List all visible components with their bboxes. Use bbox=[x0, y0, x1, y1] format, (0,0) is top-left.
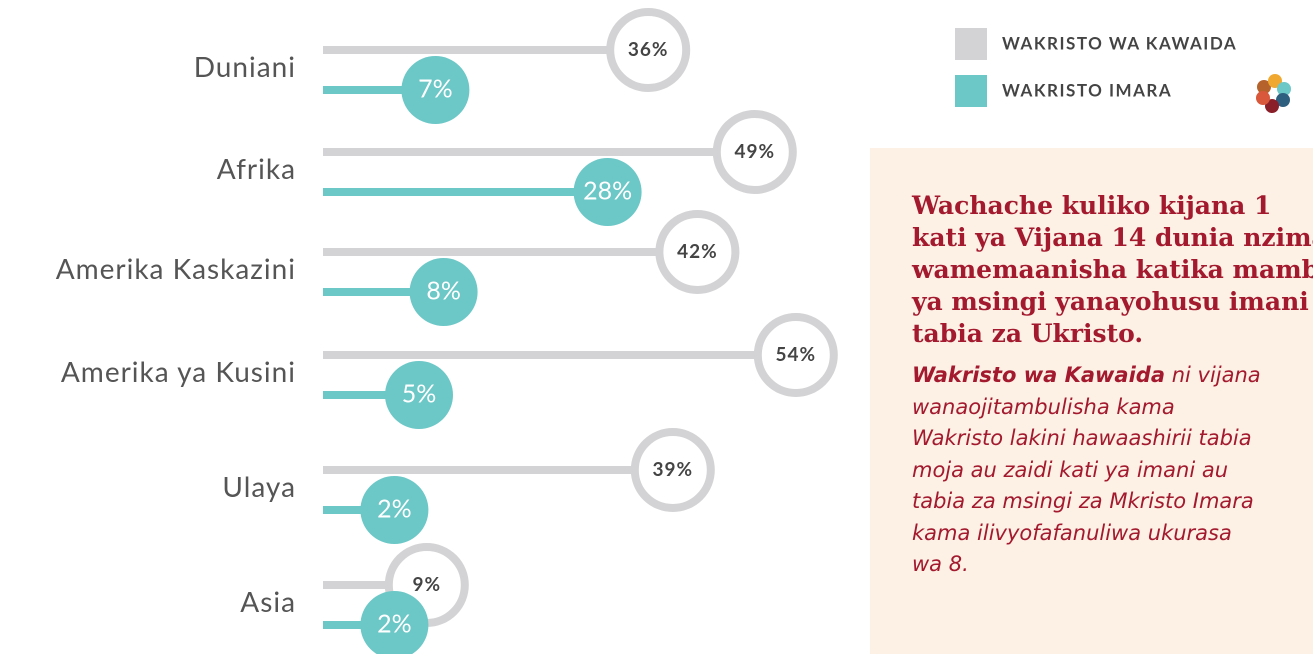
value-label: 36% bbox=[628, 38, 669, 61]
paragraph-line: wanaojitambulisha kama bbox=[912, 394, 1175, 419]
note-paragraph: Wakristo wa Kawaida ni vijana wanaojitamb… bbox=[912, 360, 1261, 581]
legend-label: WAKRISTO WA KAWAIDA bbox=[1002, 32, 1237, 53]
bar bbox=[323, 86, 436, 94]
paragraph-line-box: wa 8. bbox=[912, 549, 1261, 581]
value-dot bbox=[401, 56, 470, 124]
value-label: 2% bbox=[377, 608, 412, 638]
legend-swatch bbox=[955, 28, 987, 60]
note-heading: Wachache kuliko kijana 1 kati ya Vijana 1… bbox=[912, 190, 1313, 350]
bar bbox=[323, 466, 673, 474]
value-dot bbox=[573, 158, 642, 226]
paragraph-line-box: Wakristo lakini hawaashirii tabia bbox=[912, 423, 1261, 455]
value-label: 42% bbox=[677, 240, 718, 263]
paragraph-lead: Wakristo wa Kawaida bbox=[912, 363, 1166, 387]
value-dot bbox=[360, 476, 429, 544]
heading-line: kati ya Vijana 14 dunia nzima bbox=[912, 223, 1313, 252]
value-ring bbox=[753, 313, 838, 397]
category-label: Asia bbox=[240, 584, 296, 618]
value-label: 8% bbox=[426, 275, 461, 305]
paragraph-line: tabia za msingi za Mkristo Imara bbox=[912, 489, 1254, 513]
bar bbox=[323, 581, 427, 589]
bar bbox=[323, 188, 608, 196]
category-label: Ulaya bbox=[222, 469, 296, 503]
heading-line: Wachache kuliko kijana 1 bbox=[912, 191, 1272, 220]
category-label: Amerika ya Kusini bbox=[61, 354, 296, 388]
value-label: 28% bbox=[583, 175, 632, 205]
value-label: 5% bbox=[402, 378, 437, 408]
category-label: Afrika bbox=[217, 151, 296, 185]
value-ring bbox=[630, 428, 715, 512]
bar bbox=[323, 391, 419, 399]
logo-icon bbox=[1256, 74, 1291, 113]
bar bbox=[323, 248, 698, 256]
value-ring bbox=[655, 210, 740, 294]
paragraph-line-box: tabia za msingi za Mkristo Imara bbox=[912, 486, 1261, 518]
heading-line: tabia za Ukristo. bbox=[912, 319, 1144, 348]
note-box: Wachache kuliko kijana 1 kati ya Vijana 1… bbox=[870, 148, 1313, 654]
bar bbox=[323, 148, 755, 156]
paragraph-line-box: moja au zaidi kati ya imani au bbox=[912, 455, 1261, 487]
category-label: Amerika Kaskazini bbox=[56, 251, 296, 285]
legend-label: WAKRISTO IMARA bbox=[1002, 79, 1172, 100]
bar bbox=[323, 621, 395, 629]
value-label: 9% bbox=[413, 573, 442, 596]
heading-line: wamemaanisha katika mambo bbox=[912, 255, 1313, 284]
value-dot bbox=[360, 591, 429, 654]
chart: Duniani 36% 7% Afrika 49% 28% Amerika Kaskazin… bbox=[56, 8, 838, 654]
paragraph-line: moja au zaidi kati ya imani au bbox=[912, 457, 1229, 482]
value-label: 39% bbox=[652, 458, 693, 481]
value-dot bbox=[409, 258, 478, 326]
paragraph-line: Wakristo lakini hawaashirii tabia bbox=[912, 426, 1252, 450]
bar bbox=[323, 288, 444, 296]
value-label: 7% bbox=[418, 73, 453, 103]
paragraph-line-box: Wakristo wa Kawaida ni vijana bbox=[912, 360, 1261, 392]
paragraph-line: kama ilivyofafanuliwa ukurasa bbox=[912, 520, 1232, 545]
category-label: Duniani bbox=[194, 49, 296, 83]
value-ring bbox=[712, 110, 797, 194]
paragraph-line: wa 8. bbox=[912, 552, 969, 576]
value-label: 49% bbox=[734, 140, 775, 163]
bar bbox=[323, 46, 649, 54]
paragraph-line-box: kama ilivyofafanuliwa ukurasa bbox=[912, 518, 1261, 550]
bar bbox=[323, 351, 796, 359]
paragraph-line-box: wanaojitambulisha kama bbox=[912, 392, 1261, 424]
value-label: 54% bbox=[775, 343, 816, 366]
value-label: 2% bbox=[377, 493, 412, 523]
heading-line: ya msingi yanayohusu imani na bbox=[912, 287, 1313, 316]
value-dot bbox=[385, 361, 453, 429]
bar bbox=[323, 506, 395, 514]
legend-swatch bbox=[955, 75, 987, 107]
value-ring bbox=[606, 8, 691, 92]
paragraph-line: ni vijana bbox=[1171, 363, 1261, 387]
